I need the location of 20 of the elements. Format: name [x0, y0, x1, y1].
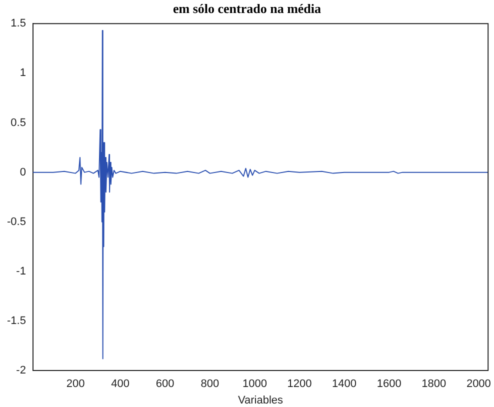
y-tick-label: -0.5: [6, 216, 26, 228]
y-tick-label: -1.5: [6, 315, 26, 328]
x-tick-label: 1400: [332, 378, 357, 390]
x-tick-label: 1200: [287, 378, 312, 390]
y-tick-label: -2: [16, 364, 26, 377]
x-axis-title: Variables: [238, 394, 284, 406]
x-tick-label: 800: [200, 378, 220, 390]
y-tick-label: 1: [20, 67, 26, 80]
x-tick-label: 1600: [376, 378, 402, 390]
x-tick-label: 2000: [466, 378, 491, 390]
x-tick-label: 400: [111, 378, 130, 390]
chart-title: em sólo centrado na média: [172, 1, 322, 16]
x-tick-label: 200: [66, 378, 85, 390]
y-tick-label: 1.5: [10, 18, 26, 30]
y-tick-label: 0.5: [10, 116, 26, 129]
x-tick-label: 1800: [422, 378, 446, 390]
y-tick-label: -1: [16, 265, 26, 278]
x-tick-label: 600: [156, 378, 174, 390]
y-tick-label: 0: [20, 166, 26, 178]
x-tick-label: 1000: [242, 378, 267, 390]
